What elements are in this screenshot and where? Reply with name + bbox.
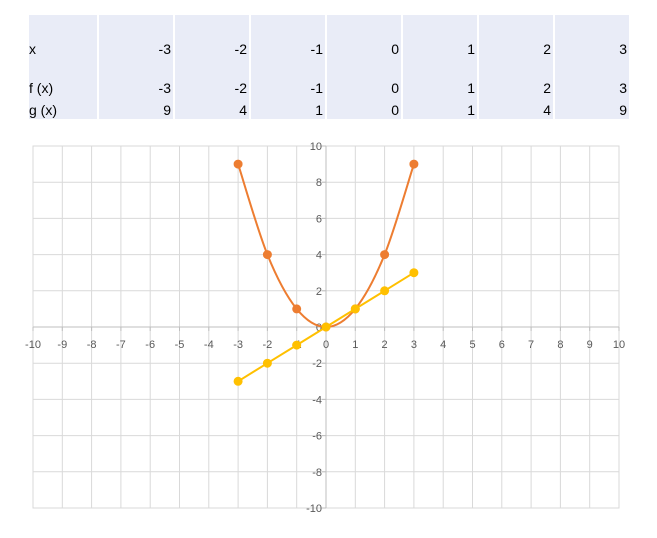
x-tick-label: 2 xyxy=(382,339,388,351)
table-row-g: g (x) 9 4 1 0 1 4 9 xyxy=(29,98,629,119)
table-row-f: f (x) -3 -2 -1 0 1 2 3 xyxy=(29,60,629,98)
y-tick-label: -8 xyxy=(312,467,322,479)
x-tick-label: 6 xyxy=(499,339,505,351)
table-cell: -1 xyxy=(251,60,325,98)
x-tick-label: -4 xyxy=(204,339,214,351)
series-2-point xyxy=(321,322,331,332)
series-1-point xyxy=(380,250,390,260)
x-tick-label: 3 xyxy=(411,339,417,351)
row-label-f: f (x) xyxy=(29,60,97,98)
row-label-g: g (x) xyxy=(29,98,97,119)
series-2-point xyxy=(292,340,302,350)
x-tick-label: 4 xyxy=(440,339,446,351)
series-1-point xyxy=(233,159,243,169)
table-cell: -2 xyxy=(175,15,249,60)
table-cell: 2 xyxy=(479,15,553,60)
x-tick-label: -7 xyxy=(116,339,126,351)
y-tick-label: 8 xyxy=(316,177,322,189)
y-tick-label: 4 xyxy=(316,250,322,262)
x-tick-label: -3 xyxy=(233,339,243,351)
y-tick-label: 2 xyxy=(316,286,322,298)
y-tick-label: 6 xyxy=(316,213,322,225)
x-tick-label: -9 xyxy=(57,339,67,351)
table-cell: -3 xyxy=(99,60,173,98)
y-tick-label: 0 xyxy=(316,322,322,334)
series-1-point xyxy=(409,159,419,169)
y-tick-label: -6 xyxy=(312,431,322,443)
x-tick-label: -8 xyxy=(87,339,97,351)
table-cell: 3 xyxy=(555,15,629,60)
table-cell: 1 xyxy=(403,15,477,60)
table-cell: 0 xyxy=(327,98,401,119)
table-cell: 0 xyxy=(327,15,401,60)
table-cell: -1 xyxy=(251,15,325,60)
table-row-x: x -3 -2 -1 0 1 2 3 xyxy=(29,15,629,60)
x-tick-label: 8 xyxy=(557,339,563,351)
x-tick-label: -6 xyxy=(145,339,155,351)
table-cell: 1 xyxy=(403,98,477,119)
series-1-point xyxy=(262,250,272,260)
x-tick-label: -10 xyxy=(25,339,41,351)
table-cell: 9 xyxy=(99,98,173,119)
table-cell: 9 xyxy=(555,98,629,119)
x-tick-label: 7 xyxy=(528,339,534,351)
y-tick-label: -4 xyxy=(312,394,322,406)
series-1-point xyxy=(292,304,302,314)
x-tick-label: 10 xyxy=(613,339,625,351)
table-cell: 4 xyxy=(479,98,553,119)
table-cell: 0 xyxy=(327,60,401,98)
x-tick-label: -5 xyxy=(175,339,185,351)
row-label-x: x xyxy=(29,15,97,60)
series-2-point xyxy=(380,286,390,296)
table-cell: 2 xyxy=(479,60,553,98)
x-tick-label: 1 xyxy=(352,339,358,351)
y-tick-label: 10 xyxy=(310,141,322,153)
table-cell: 1 xyxy=(403,60,477,98)
table-cell: 4 xyxy=(175,98,249,119)
series-2-point xyxy=(409,268,419,278)
series-2-point xyxy=(262,358,272,368)
table-cell: -3 xyxy=(99,15,173,60)
x-tick-label: 9 xyxy=(587,339,593,351)
y-tick-label: -10 xyxy=(306,503,322,515)
table-cell: 3 xyxy=(555,60,629,98)
series-2-point xyxy=(350,304,360,314)
table-cell: 1 xyxy=(251,98,325,119)
x-tick-label: 0 xyxy=(323,339,329,351)
series-2-point xyxy=(233,376,243,386)
y-tick-label: -2 xyxy=(312,358,322,370)
table-cell: -2 xyxy=(175,60,249,98)
values-table: x -3 -2 -1 0 1 2 3 f (x) -3 -2 -1 0 1 2 … xyxy=(27,15,631,119)
x-tick-label: 5 xyxy=(469,339,475,351)
x-tick-label: -2 xyxy=(263,339,273,351)
